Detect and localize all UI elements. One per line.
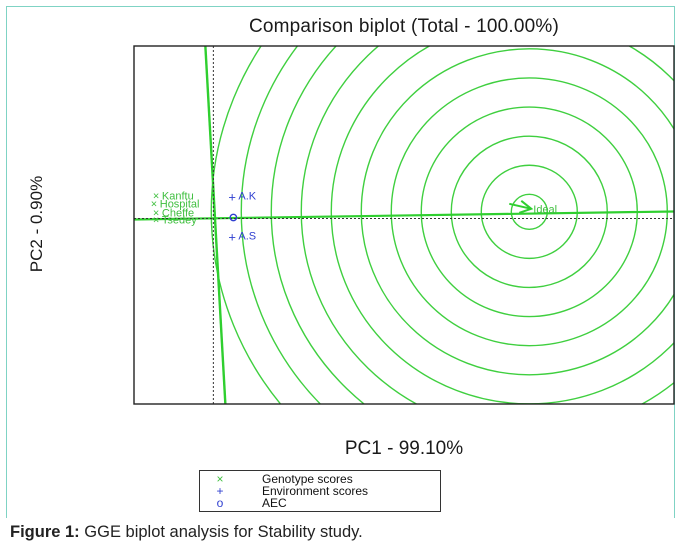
distance-circle-6 [360, 48, 674, 376]
distance-circle-10 [240, 46, 322, 404]
environment-marker-as: + [228, 229, 236, 244]
environment-marker-ak: + [228, 190, 236, 205]
legend-symbol-genotype: × [216, 472, 224, 486]
genotype-label-kanftu: Kanftu [162, 191, 194, 203]
aec-marker [229, 213, 238, 222]
genotype-marker-tsedey: × [153, 214, 159, 226]
distance-circle-11 [210, 46, 282, 404]
ideal-label: Ideal [533, 204, 557, 216]
environment-label-ak: A.K [238, 191, 256, 203]
distance-circle-9 [270, 46, 366, 404]
x-axis-label: PC1 - 99.10% [344, 438, 464, 459]
environment-label-as: A.S [238, 230, 256, 242]
ideal-arrow-head [518, 200, 534, 214]
legend-symbol-environment: + [216, 484, 224, 498]
genotype-label-tsedey: Tsedey [162, 214, 197, 226]
distance-circle-1 [510, 193, 548, 230]
chart-marks: Ideal× Kanftu× Hospital× Cheffe× Tsedey+ A.K+… [151, 190, 557, 245]
aec-ordinate-line [204, 46, 227, 404]
figure-caption: Figure 1: GGE biplot analysis for Stabil… [10, 523, 363, 542]
distance-circle-8 [300, 46, 674, 404]
chart-title: Comparison biplot (Total - 100.00%) [248, 16, 560, 37]
plot-border [133, 45, 675, 405]
genotype-marker-hospital: × [151, 198, 157, 210]
ideal-arrow-shaft [509, 202, 532, 210]
axes-lines [134, 46, 674, 404]
legend-label-aec: AEC [262, 496, 287, 510]
genotype-marker-kanftu: × [153, 191, 159, 203]
caption-text: GGE biplot analysis for Stability study. [79, 523, 363, 541]
legend-symbol-aec: o [216, 496, 224, 510]
genotype-label-cheffe: Cheffe [162, 208, 194, 220]
distance-circle-2 [480, 164, 578, 260]
genotype-marker-cheffe: × [153, 208, 159, 220]
caption-label: Figure 1: [10, 523, 80, 541]
legend: × Genotype scores + Environment scores o… [199, 470, 441, 512]
legend-label-environment: Environment scores [262, 484, 369, 498]
genotype-label-hospital: Hospital [160, 198, 200, 210]
legend-label-genotype: Genotype scores [262, 472, 353, 486]
